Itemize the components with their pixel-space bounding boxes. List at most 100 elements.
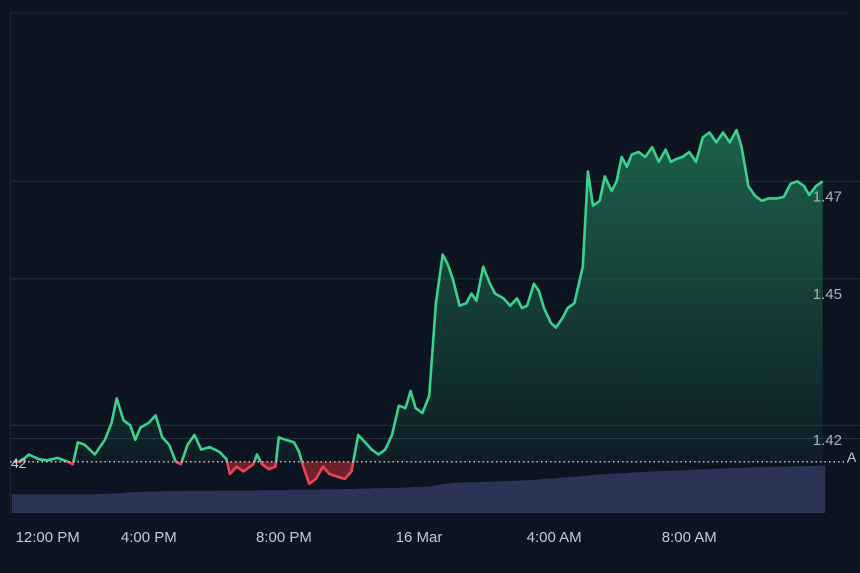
volume-right-label: A xyxy=(847,449,857,465)
volume-bar xyxy=(368,488,373,513)
volume-bar xyxy=(400,487,405,513)
volume-bar xyxy=(43,494,48,513)
volume-bar xyxy=(35,494,40,513)
volume-bar xyxy=(253,490,258,513)
volume-bar xyxy=(118,493,124,513)
volume-bar xyxy=(539,479,544,513)
volume-bar xyxy=(634,472,639,513)
volume-bar xyxy=(467,482,473,513)
volume-bar xyxy=(761,467,766,513)
volume-bar xyxy=(348,489,354,513)
volume-bar xyxy=(460,482,465,513)
volume-bar xyxy=(816,465,822,513)
volume-bar xyxy=(273,490,278,513)
volume-bar xyxy=(475,482,481,513)
volume-bar xyxy=(793,466,798,513)
volume-bar xyxy=(218,490,223,513)
volume-bar xyxy=(757,467,762,513)
volume-bar xyxy=(650,471,655,513)
volume-bar xyxy=(416,487,421,513)
volume-bar xyxy=(313,489,318,513)
volume-bar xyxy=(436,484,441,513)
up-area-fill xyxy=(13,130,823,462)
volume-bar xyxy=(737,468,742,513)
x-tick-label: 4:00 PM xyxy=(121,529,177,546)
volume-bar xyxy=(170,491,175,513)
volume-bar xyxy=(642,472,647,513)
y-tick-label: 1.47 xyxy=(813,188,842,205)
volume-bar xyxy=(491,481,496,513)
volume-bar xyxy=(297,489,302,513)
volume-bar xyxy=(174,491,179,513)
volume-bar xyxy=(531,480,536,513)
volume-bar xyxy=(709,468,715,513)
volume-bar xyxy=(618,473,623,513)
volume-bars xyxy=(11,465,826,513)
volume-bar xyxy=(289,489,294,513)
volume-bar xyxy=(741,467,746,513)
price-area xyxy=(13,130,823,484)
volume-bar xyxy=(725,468,730,513)
volume-bar xyxy=(590,475,596,513)
volume-bar xyxy=(194,490,199,513)
volume-bar xyxy=(31,494,36,513)
volume-bar xyxy=(721,468,726,513)
volume-bar xyxy=(765,467,770,513)
volume-bar xyxy=(71,494,76,513)
volume-bar xyxy=(690,469,695,513)
x-tick-label: 4:00 AM xyxy=(527,529,582,546)
volume-bar xyxy=(376,488,381,513)
volume-bar xyxy=(471,482,477,513)
volume-bar xyxy=(99,493,104,513)
volume-bar xyxy=(150,491,155,513)
volume-bar xyxy=(693,469,699,513)
volume-bar xyxy=(773,466,778,513)
volume-bar xyxy=(567,477,572,513)
volume-bar xyxy=(789,466,794,513)
volume-bar xyxy=(309,489,314,513)
volume-bar xyxy=(412,487,417,513)
volume-bar xyxy=(126,492,132,513)
volume-bar xyxy=(230,490,235,513)
volume-bar xyxy=(646,471,651,513)
volume-bar xyxy=(356,488,362,513)
volume-bar xyxy=(111,493,116,513)
volume-bar xyxy=(733,468,738,513)
y-tick-label: 1.45 xyxy=(813,286,842,303)
volume-bar xyxy=(745,467,750,513)
volume-bar xyxy=(162,491,167,513)
volume-bar xyxy=(456,482,461,513)
volume-bar xyxy=(424,486,429,513)
volume-bar xyxy=(166,491,171,513)
volume-bar xyxy=(479,481,485,513)
volume-bar xyxy=(535,479,540,513)
volume-bar xyxy=(523,480,528,513)
volume-bar xyxy=(392,487,397,513)
volume-bar xyxy=(325,489,330,513)
volume-bar xyxy=(630,472,635,513)
volume-bar xyxy=(705,469,711,513)
volume-bar xyxy=(146,491,151,513)
volume-bar xyxy=(115,493,120,513)
volume-bar xyxy=(321,489,326,513)
volume-bar xyxy=(440,484,445,513)
volume-bar xyxy=(563,477,568,513)
volume-bar xyxy=(364,488,370,513)
volume-bar xyxy=(249,490,255,513)
volume-bar xyxy=(233,490,239,513)
volume-bar xyxy=(154,491,159,513)
volume-bar xyxy=(519,480,524,513)
volume-bar xyxy=(237,490,243,513)
y-axis-labels: 1.42 1.45 1.47 xyxy=(813,188,842,449)
volume-bar xyxy=(59,494,64,513)
volume-bar xyxy=(285,490,290,513)
volume-bar xyxy=(186,490,191,513)
volume-bar xyxy=(432,485,437,513)
volume-bar xyxy=(781,466,786,513)
volume-bar xyxy=(769,466,774,513)
volume-bar xyxy=(753,467,758,513)
volume-bar xyxy=(23,494,28,513)
volume-bar xyxy=(305,489,310,513)
volume-bar xyxy=(47,494,52,513)
